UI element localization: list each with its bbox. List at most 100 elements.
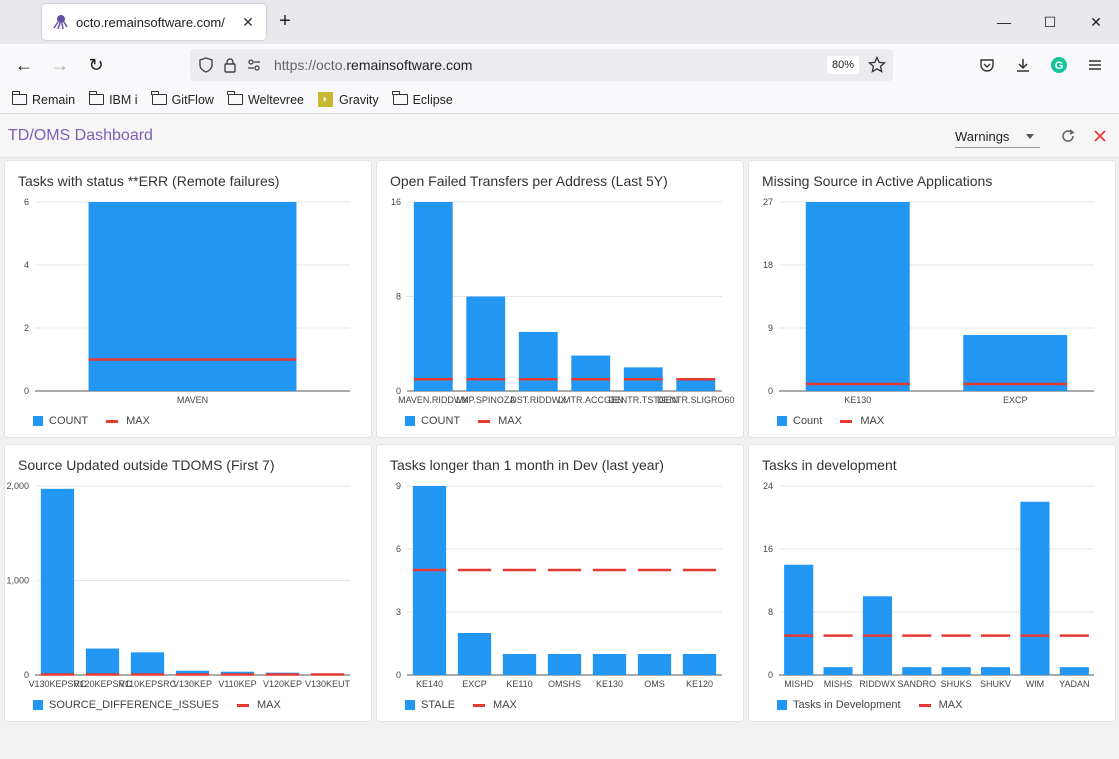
bar-v120kepsrc xyxy=(85,648,120,675)
bar-prtr.sligro60 xyxy=(676,379,716,391)
chart-legend[interactable]: STALE MAX xyxy=(405,699,517,711)
bookmark-weltevree[interactable]: Weltevree xyxy=(227,91,304,107)
chart-svg: 0 2 4 6 MAVEN xyxy=(24,197,350,405)
y-tick-label: 8 xyxy=(768,607,773,617)
grammarly-icon[interactable]: G xyxy=(1047,53,1071,77)
bar-ke140 xyxy=(412,486,447,675)
y-tick-label: 6 xyxy=(24,197,29,207)
y-tick-label: 3 xyxy=(396,607,401,617)
chart-card-missing-source: Missing Source in Active Applications 0 9… xyxy=(748,160,1116,438)
forward-icon[interactable]: → xyxy=(51,54,69,75)
x-tick-label: DENTR.TSTGEN xyxy=(608,395,678,405)
chart-legend[interactable]: Count MAX xyxy=(777,415,884,427)
y-tick-label: 2 xyxy=(24,323,29,333)
x-tick-label: SHUKS xyxy=(941,679,972,689)
x-tick-label: V110KEP xyxy=(218,679,256,689)
x-tick-label: OMSHS xyxy=(548,679,581,689)
refresh-button[interactable] xyxy=(1057,125,1079,147)
bar-yadan xyxy=(1059,667,1089,675)
close-icon xyxy=(1094,130,1106,142)
y-tick-label: 9 xyxy=(396,481,401,491)
bar-shuks xyxy=(941,667,971,675)
new-tab-button[interactable]: + xyxy=(279,10,291,32)
y-tick-label: 0 xyxy=(768,670,773,680)
lock-icon[interactable] xyxy=(218,53,242,77)
legend-swatch-count xyxy=(777,700,787,710)
tab-close-icon[interactable]: ✕ xyxy=(242,13,254,30)
menu-icon[interactable] xyxy=(1083,53,1107,77)
legend-swatch-max xyxy=(236,703,249,707)
x-tick-label: MISHD xyxy=(784,679,814,689)
window-close-icon[interactable]: ✕ xyxy=(1090,13,1102,30)
x-tick-label: YADAN xyxy=(1059,679,1089,689)
zoom-level[interactable]: 80% xyxy=(826,56,859,74)
x-tick-label: MAVEN.RIDDWX xyxy=(398,395,468,405)
bar-lmp.spinoza xyxy=(466,296,506,391)
chart-title: Source Updated outside TDOMS (First 7) xyxy=(18,457,275,473)
permissions-icon[interactable] xyxy=(242,53,266,77)
y-tick-label: 0 xyxy=(396,670,401,680)
y-tick-label: 16 xyxy=(763,544,773,554)
url-bar[interactable]: https://octo.remainsoftware.com 80% xyxy=(190,49,893,81)
y-tick-label: 6 xyxy=(396,544,401,554)
chart-card-stale-tasks: Tasks longer than 1 month in Dev (last y… xyxy=(376,444,744,722)
folder-icon xyxy=(227,91,243,105)
chart-title: Tasks with status **ERR (Remote failures… xyxy=(18,173,280,189)
bar-prtr.accgen xyxy=(571,355,611,391)
back-icon[interactable]: ← xyxy=(15,54,33,75)
star-bookmark-icon[interactable] xyxy=(865,53,889,77)
browser-tab[interactable]: octo.remainsoftware.com/ ✕ xyxy=(42,4,266,40)
refresh-icon xyxy=(1062,129,1075,142)
y-tick-label: 2,000 xyxy=(6,481,29,491)
shield-icon[interactable] xyxy=(194,53,218,77)
chart-legend[interactable]: Tasks in Development MAX xyxy=(777,699,962,711)
bookmark-eclipse[interactable]: Eclipse xyxy=(392,91,453,107)
legend-swatch-max xyxy=(840,419,853,423)
filter-select[interactable]: Warnings xyxy=(955,126,1040,148)
chart-title: Tasks in development xyxy=(762,457,897,473)
close-button[interactable] xyxy=(1089,125,1111,147)
bar-maven xyxy=(88,202,297,391)
bar-ke130 xyxy=(592,654,627,675)
y-tick-label: 0 xyxy=(396,386,401,396)
bar-ke120 xyxy=(682,654,717,675)
pocket-icon[interactable] xyxy=(975,53,999,77)
x-tick-label: KE130 xyxy=(844,395,871,405)
bar-maven.riddwx xyxy=(413,202,453,391)
x-tick-label: LMTR.ACCGEN xyxy=(558,395,624,405)
y-tick-label: 16 xyxy=(391,197,401,207)
chart-legend[interactable]: COUNT MAX xyxy=(33,415,150,427)
reload-icon[interactable]: ↻ xyxy=(88,54,104,75)
gravity-logo-icon: ◐ xyxy=(317,92,333,107)
bar-ke110 xyxy=(502,654,537,675)
chart-legend[interactable]: COUNT MAX xyxy=(405,415,522,427)
minimize-icon[interactable]: — xyxy=(997,14,1011,30)
svg-text:G: G xyxy=(1055,60,1064,72)
folder-icon xyxy=(11,91,27,105)
x-tick-label: DST.RIDDWX xyxy=(510,395,566,405)
download-icon[interactable] xyxy=(1011,53,1035,77)
bar-v130kepsrc xyxy=(40,488,75,675)
bookmark-ibm-i[interactable]: IBM i xyxy=(88,91,138,107)
x-tick-label: MISHS xyxy=(824,679,853,689)
maximize-icon[interactable]: ☐ xyxy=(1043,13,1057,30)
x-tick-label: V130KEUT xyxy=(305,679,351,689)
bookmark-remain[interactable]: Remain xyxy=(11,91,75,107)
bar-shukv xyxy=(980,667,1011,675)
y-tick-label: 9 xyxy=(768,323,773,333)
bar-dst.riddwx xyxy=(518,331,558,391)
url-text[interactable]: https://octo.remainsoftware.com xyxy=(274,57,473,73)
chart-legend[interactable]: SOURCE_DIFFERENCE_ISSUES MAX xyxy=(33,699,281,711)
y-tick-label: 24 xyxy=(763,481,773,491)
legend-swatch-count xyxy=(777,416,787,426)
x-tick-label: V120KEPSRC xyxy=(73,679,132,689)
chart-title: Tasks longer than 1 month in Dev (last y… xyxy=(390,457,664,473)
bookmark-gitflow[interactable]: GitFlow xyxy=(151,91,214,107)
folder-icon xyxy=(151,91,167,105)
folder-icon xyxy=(392,91,408,105)
bookmark-gravity[interactable]: ◐ Gravity xyxy=(317,92,379,107)
x-tick-label: OMS xyxy=(644,679,665,689)
legend-swatch-count xyxy=(33,416,43,426)
chart-svg: 0 1,000 2,000 V130KEPSRCV120KEPSRCV110KEPSR… xyxy=(6,481,351,689)
bar-excp xyxy=(457,633,492,675)
